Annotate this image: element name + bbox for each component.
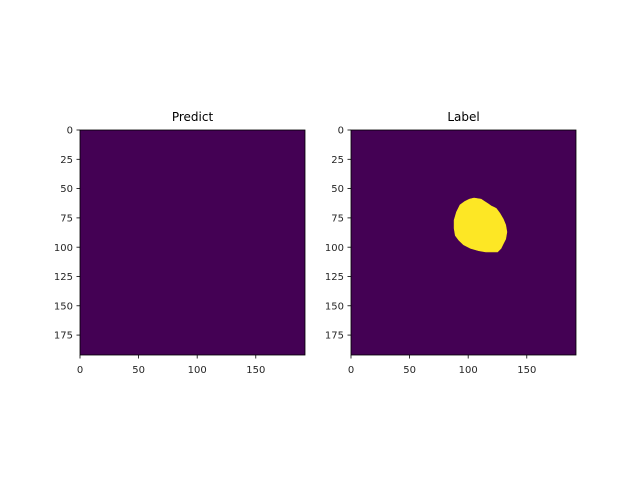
- label-x-axis: 0 50 100 150: [348, 355, 536, 376]
- label-title: Label: [447, 110, 479, 124]
- predict-title: Predict: [172, 110, 214, 124]
- predict-axes-frame: [79, 129, 306, 356]
- label-panel: Label 0 50 100 150 0 25 50 75 100 125 150 175: [325, 110, 577, 376]
- label-y-tick-label: 125: [325, 272, 344, 283]
- predict-y-tick-label: 150: [54, 301, 73, 312]
- label-mask-region: [453, 197, 508, 253]
- predict-y-tick-label: 0: [67, 126, 73, 137]
- label-y-axis: 0 25 50 75 100 125 150 175: [325, 126, 351, 342]
- label-y-tick-label: 50: [331, 184, 344, 195]
- label-x-tick-label: 150: [517, 365, 536, 376]
- label-axes-frame: [350, 129, 577, 356]
- predict-heatmap-background: [80, 130, 305, 355]
- predict-y-tick-label: 125: [54, 272, 73, 283]
- predict-y-tick-label: 175: [54, 331, 73, 342]
- predict-x-tick-label: 100: [188, 365, 207, 376]
- predict-panel: Predict 0 50 100 150 0 25 50 75 100 125 150 175: [54, 110, 306, 376]
- label-y-tick-label: 25: [331, 155, 344, 166]
- label-y-tick-label: 75: [331, 213, 344, 224]
- label-y-tick-label: 175: [325, 331, 344, 342]
- predict-y-tick-label: 25: [60, 155, 73, 166]
- predict-y-tick-label: 75: [60, 213, 73, 224]
- predict-x-tick-label: 0: [77, 365, 83, 376]
- label-y-tick-label: 0: [338, 126, 344, 137]
- predict-x-tick-label: 150: [246, 365, 265, 376]
- label-x-tick-label: 50: [403, 365, 416, 376]
- predict-y-axis: 0 25 50 75 100 125 150 175: [54, 126, 80, 342]
- predict-x-tick-label: 50: [132, 365, 145, 376]
- predict-y-tick-label: 50: [60, 184, 73, 195]
- label-y-tick-label: 100: [325, 243, 344, 254]
- predict-x-axis: 0 50 100 150: [77, 355, 265, 376]
- label-y-tick-label: 150: [325, 301, 344, 312]
- predict-y-tick-label: 100: [54, 243, 73, 254]
- label-x-tick-label: 100: [459, 365, 478, 376]
- label-regions: [453, 197, 508, 253]
- label-x-tick-label: 0: [348, 365, 354, 376]
